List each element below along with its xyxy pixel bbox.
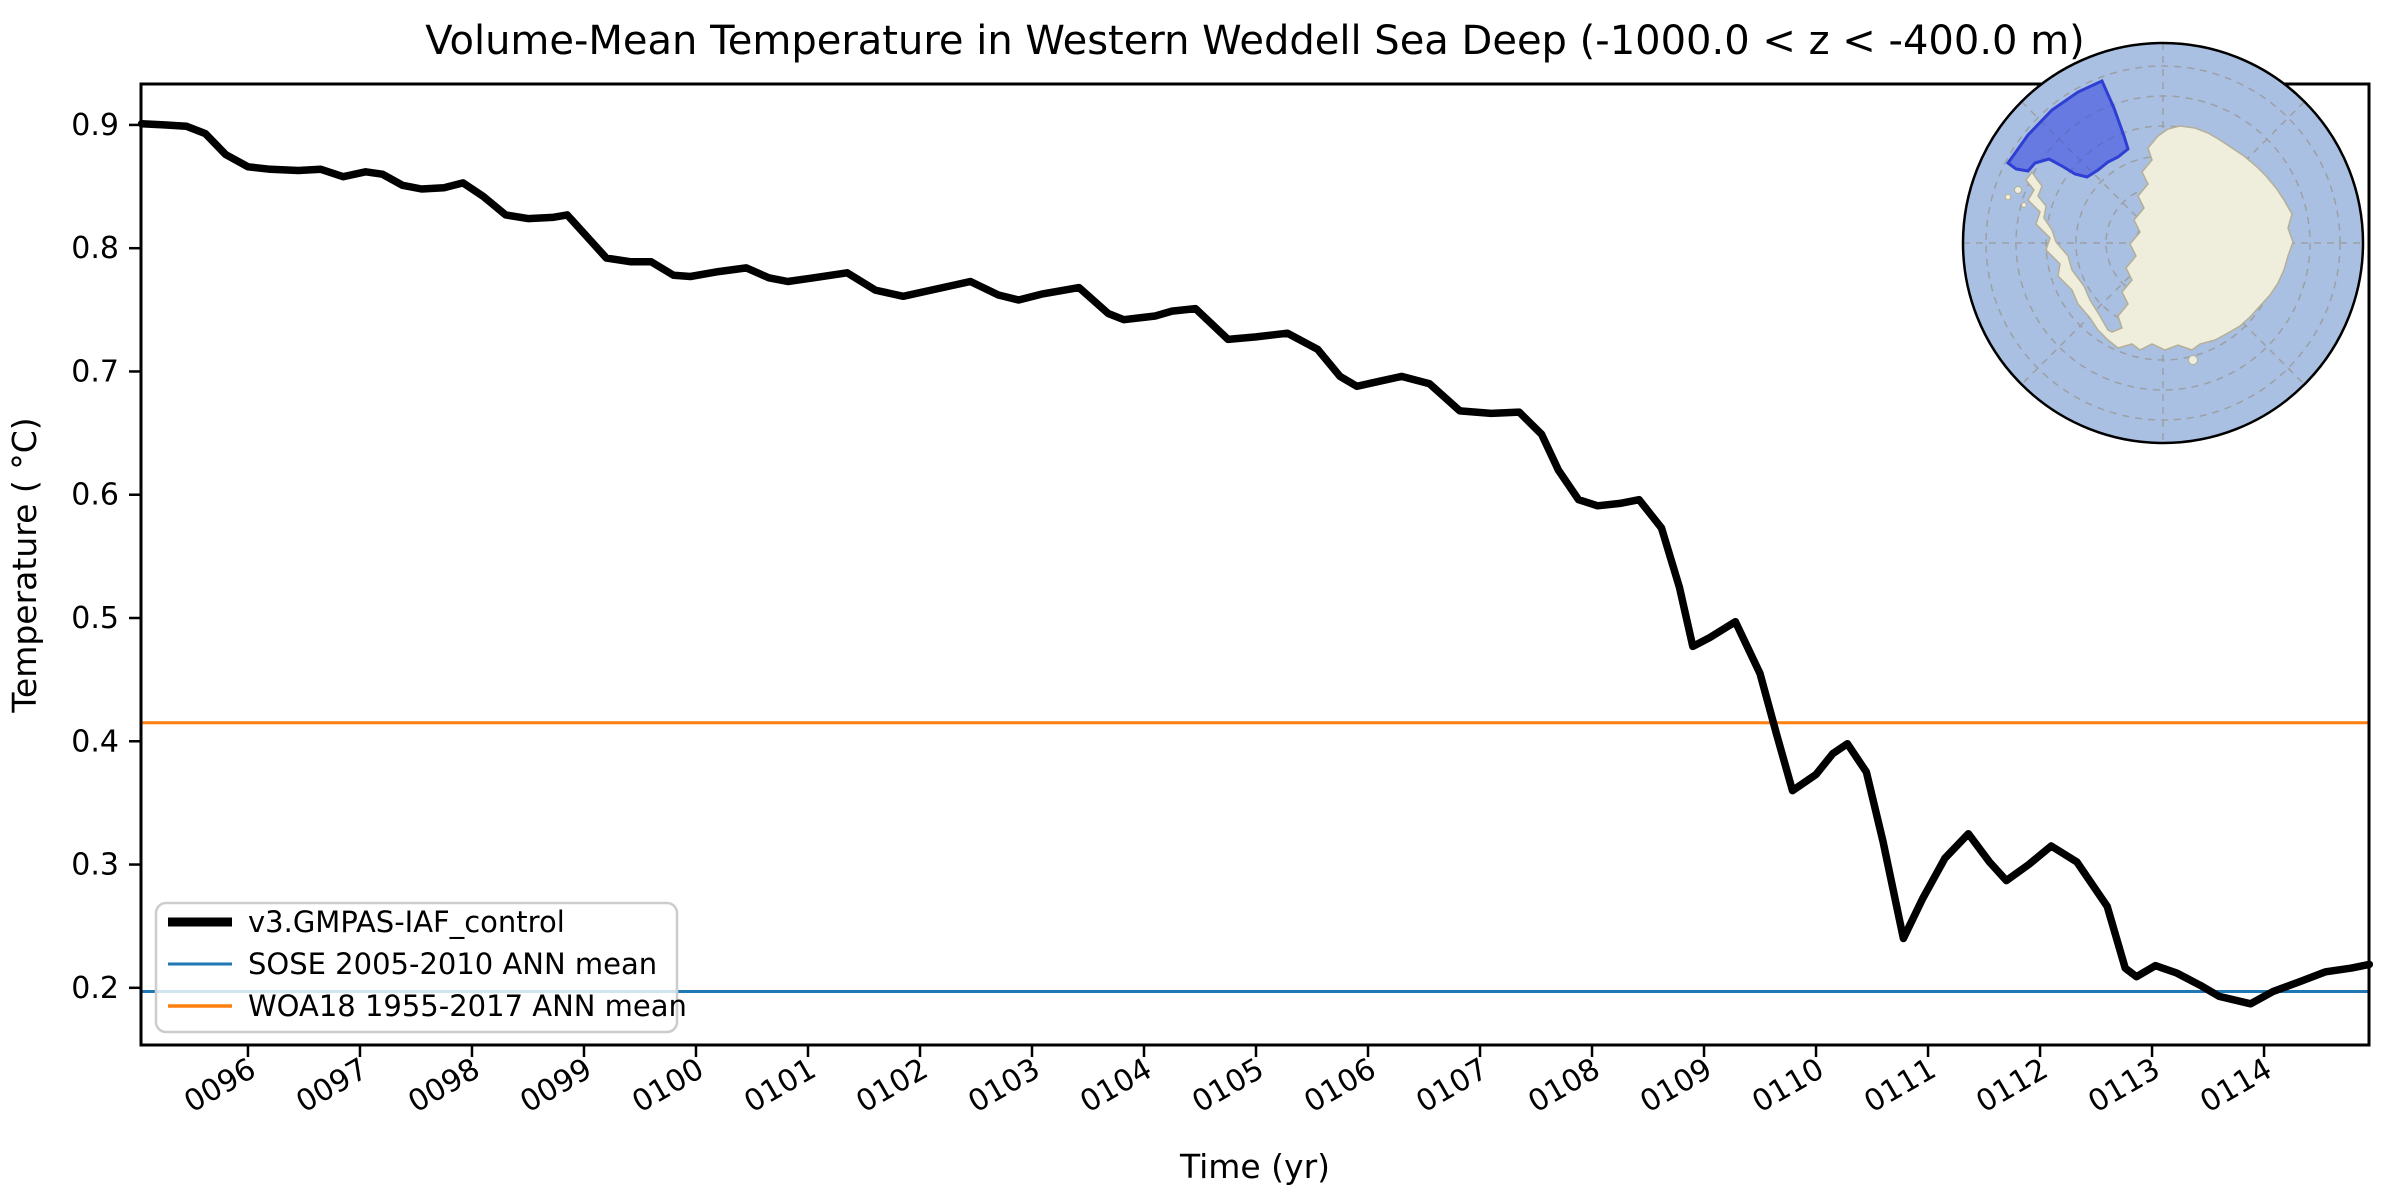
y-tick-label: 0.4: [71, 724, 119, 759]
x-axis-label: Time (yr): [1179, 1147, 1330, 1186]
legend-box: v3.GMPAS-IAF_control SOSE 2005-2010 ANN …: [154, 901, 687, 1034]
chart-title: Volume-Mean Temperature in Western Wedde…: [425, 18, 2085, 64]
legend-label-control: v3.GMPAS-IAF_control: [248, 905, 565, 939]
x-tick-label: 0101: [738, 1052, 822, 1120]
x-tick-label: 0102: [850, 1052, 934, 1120]
legend-label-sose: SOSE 2005-2010 ANN mean: [248, 947, 657, 981]
legend-frame: [154, 901, 679, 1034]
antarctica-landmass: [2025, 125, 2294, 351]
y-tick-label: 0.5: [71, 601, 119, 636]
data-series: [137, 119, 2374, 1008]
x-tick-label: 0096: [178, 1052, 262, 1120]
y-tick-label: 0.8: [71, 231, 119, 266]
y-tick-label: 0.6: [71, 478, 119, 513]
x-tick-label: 0111: [1858, 1052, 1942, 1120]
x-tick-label: 0103: [962, 1052, 1046, 1120]
legend-label-woa18: WOA18 1955-2017 ANN mean: [248, 989, 687, 1023]
x-tick-label: 0113: [2082, 1052, 2166, 1120]
x-tick-label: 0109: [1634, 1052, 1718, 1120]
x-tick-label: 0112: [1970, 1052, 2054, 1120]
x-tick-label: 0100: [626, 1052, 710, 1120]
map-border: [1961, 41, 2365, 445]
weddell-sea-region-highlight: [2005, 79, 2130, 179]
y-tick-label: 0.3: [71, 848, 119, 883]
y-tick-label: 0.7: [71, 354, 119, 389]
plot-border: [139, 82, 2371, 1047]
x-tick-label: 0107: [1410, 1052, 1494, 1120]
x-tick-label: 0108: [1522, 1052, 1606, 1120]
x-tick-label: 0097: [290, 1052, 374, 1120]
antarctica-inset-map: [1961, 41, 2365, 445]
x-tick-label: 0105: [1186, 1052, 1270, 1120]
series-v3.GMPAS-IAF_control: [137, 119, 2374, 1008]
x-tick-label: 0104: [1074, 1052, 1158, 1120]
x-tick-label: 0114: [2194, 1052, 2278, 1120]
y-axis-label: Temperature ( °C): [5, 417, 44, 713]
x-tick-label: 0099: [514, 1052, 598, 1120]
y-tick-label: 0.2: [71, 971, 119, 1006]
x-tick-label: 0098: [402, 1052, 486, 1120]
x-tick-label: 0106: [1298, 1052, 1382, 1120]
y-tick-label: 0.9: [71, 108, 119, 143]
x-tick-label: 0110: [1746, 1052, 1830, 1120]
